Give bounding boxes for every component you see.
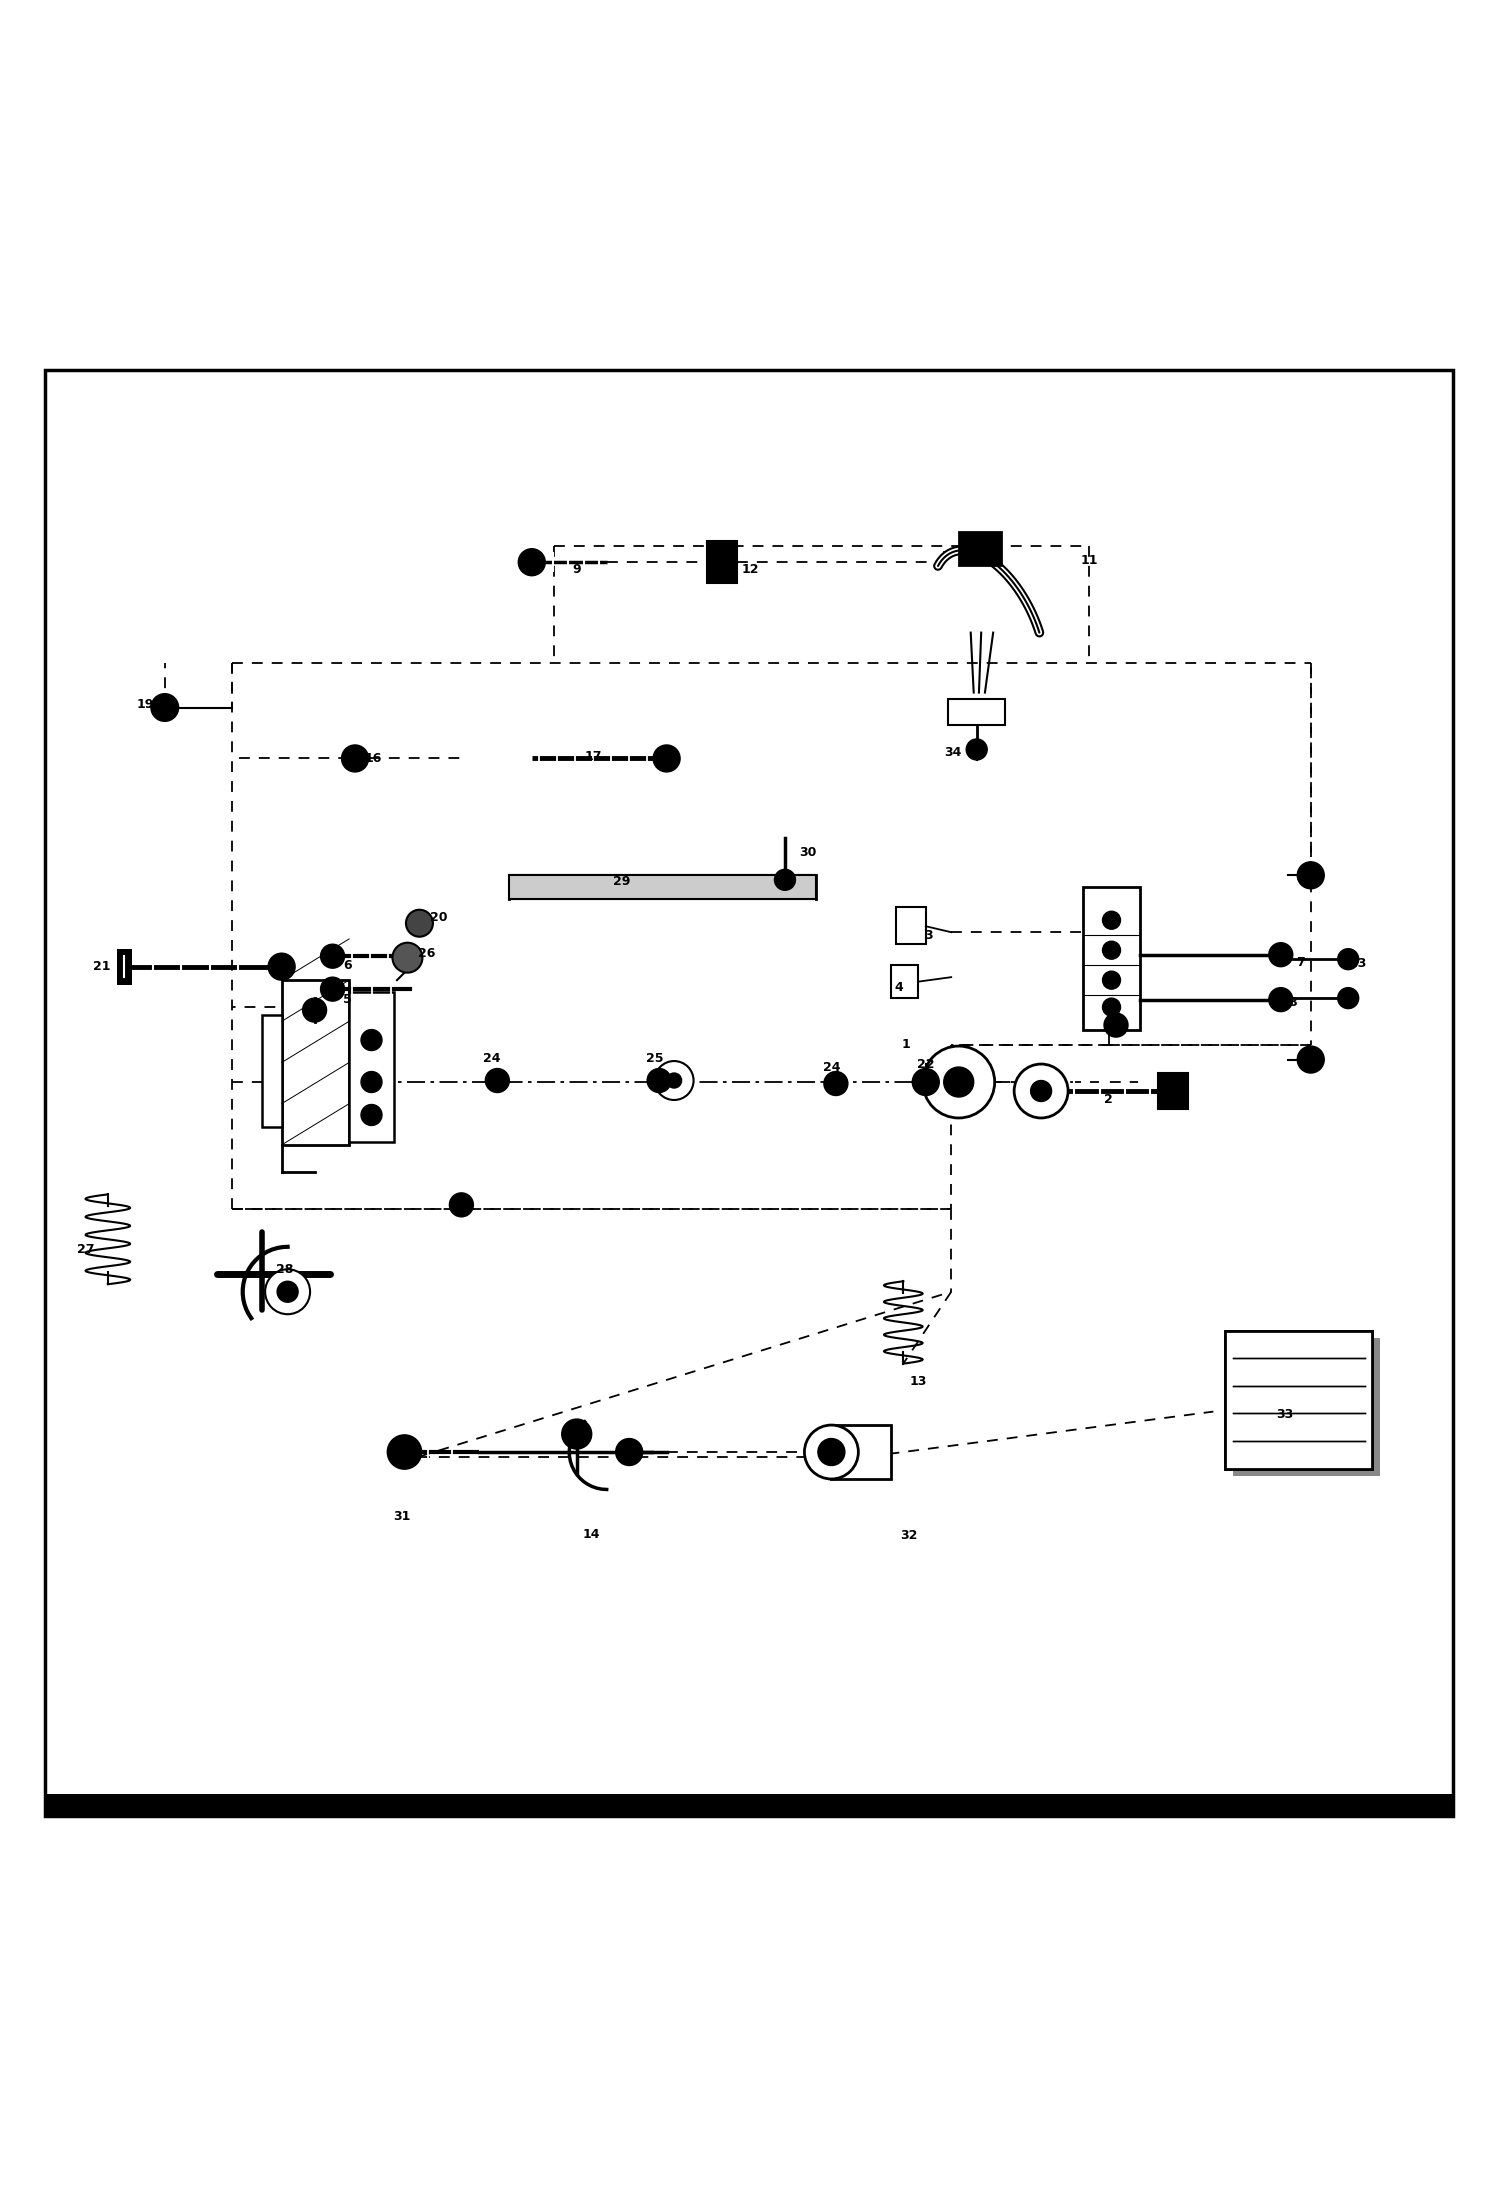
Text: 8: 8 [1288, 996, 1297, 1009]
Circle shape [1103, 941, 1121, 959]
Circle shape [774, 869, 795, 891]
Circle shape [388, 1435, 421, 1468]
Circle shape [824, 1071, 848, 1095]
Circle shape [1269, 943, 1293, 968]
Bar [1225, 1332, 1372, 1468]
Text: 13: 13 [909, 1376, 927, 1389]
Circle shape [653, 746, 680, 772]
Circle shape [265, 1270, 310, 1314]
Circle shape [667, 1073, 682, 1088]
Bar [1233, 1338, 1380, 1477]
Circle shape [647, 1068, 671, 1093]
Circle shape [1338, 987, 1359, 1009]
Circle shape [321, 943, 345, 968]
Bar [1083, 886, 1140, 1029]
Text: 4: 4 [894, 981, 903, 994]
Text: 17: 17 [584, 750, 602, 764]
Bar [896, 906, 926, 943]
Bar [282, 981, 349, 1145]
Circle shape [923, 1047, 995, 1119]
Text: 22: 22 [917, 1058, 935, 1071]
Bar [509, 875, 816, 900]
Text: 24: 24 [482, 1051, 500, 1064]
Bar [45, 1792, 1453, 1817]
Bar [1225, 1332, 1372, 1468]
Circle shape [1103, 972, 1121, 989]
Text: 14: 14 [583, 1527, 601, 1540]
Circle shape [361, 1104, 382, 1126]
Text: 1: 1 [902, 1038, 911, 1051]
Bar [117, 948, 132, 985]
Text: 31: 31 [392, 1509, 410, 1523]
Circle shape [1103, 998, 1121, 1016]
Text: 25: 25 [646, 1051, 664, 1064]
Text: 12: 12 [742, 564, 759, 577]
Circle shape [1338, 948, 1359, 970]
Text: 29: 29 [613, 875, 631, 889]
Text: 20: 20 [430, 911, 448, 924]
Circle shape [151, 693, 178, 722]
Text: 27: 27 [76, 1244, 94, 1257]
Circle shape [485, 1068, 509, 1093]
Circle shape [616, 1439, 643, 1466]
Text: 10: 10 [1112, 1018, 1129, 1031]
Text: 30: 30 [798, 847, 816, 860]
Circle shape [361, 1029, 382, 1051]
Text: 5: 5 [343, 994, 352, 1007]
Text: 7: 7 [1296, 957, 1305, 970]
Text: 16: 16 [364, 753, 382, 766]
Text: 23: 23 [1348, 957, 1366, 970]
Circle shape [912, 1068, 939, 1095]
Circle shape [1297, 1047, 1324, 1073]
Bar [349, 992, 394, 1141]
Text: 3: 3 [924, 928, 933, 941]
Circle shape [818, 1439, 845, 1466]
Circle shape [392, 943, 422, 972]
Circle shape [342, 746, 369, 772]
Circle shape [944, 1066, 974, 1097]
Circle shape [1031, 1079, 1052, 1101]
Text: C-2942: C-2942 [1381, 1797, 1441, 1812]
Circle shape [361, 1071, 382, 1093]
Bar [959, 533, 1001, 566]
Text: 26: 26 [418, 946, 436, 959]
Text: 32: 32 [900, 1529, 918, 1542]
Circle shape [406, 911, 433, 937]
Text: 21: 21 [93, 961, 111, 974]
Bar [948, 698, 1005, 726]
Text: 11: 11 [1080, 555, 1098, 568]
Text: 9: 9 [572, 564, 581, 577]
Circle shape [518, 548, 545, 575]
Circle shape [1014, 1064, 1068, 1119]
Circle shape [1104, 1014, 1128, 1038]
Bar [891, 965, 918, 998]
Circle shape [303, 998, 327, 1022]
Text: 15: 15 [452, 1198, 470, 1211]
Circle shape [277, 1281, 298, 1303]
Text: 28: 28 [276, 1264, 294, 1275]
Bar [1158, 1073, 1188, 1108]
Circle shape [321, 976, 345, 1000]
Text: 15: 15 [1303, 1053, 1321, 1066]
Circle shape [268, 952, 295, 981]
Circle shape [449, 1194, 473, 1218]
Circle shape [1103, 911, 1121, 930]
Text: 19: 19 [136, 698, 154, 711]
Circle shape [562, 1420, 592, 1448]
Text: 24: 24 [822, 1060, 840, 1073]
Circle shape [804, 1426, 858, 1479]
Bar [262, 1014, 282, 1128]
Text: 2: 2 [1104, 1093, 1113, 1106]
Text: 6: 6 [343, 959, 352, 972]
Text: 34: 34 [944, 746, 962, 759]
Text: 15: 15 [1303, 869, 1321, 882]
Circle shape [1297, 862, 1324, 889]
Bar [707, 542, 737, 584]
Circle shape [966, 739, 987, 759]
Circle shape [655, 1062, 694, 1099]
Bar [831, 1426, 891, 1479]
Circle shape [1269, 987, 1293, 1011]
Text: 33: 33 [1276, 1409, 1294, 1422]
Text: 18: 18 [303, 1007, 321, 1020]
